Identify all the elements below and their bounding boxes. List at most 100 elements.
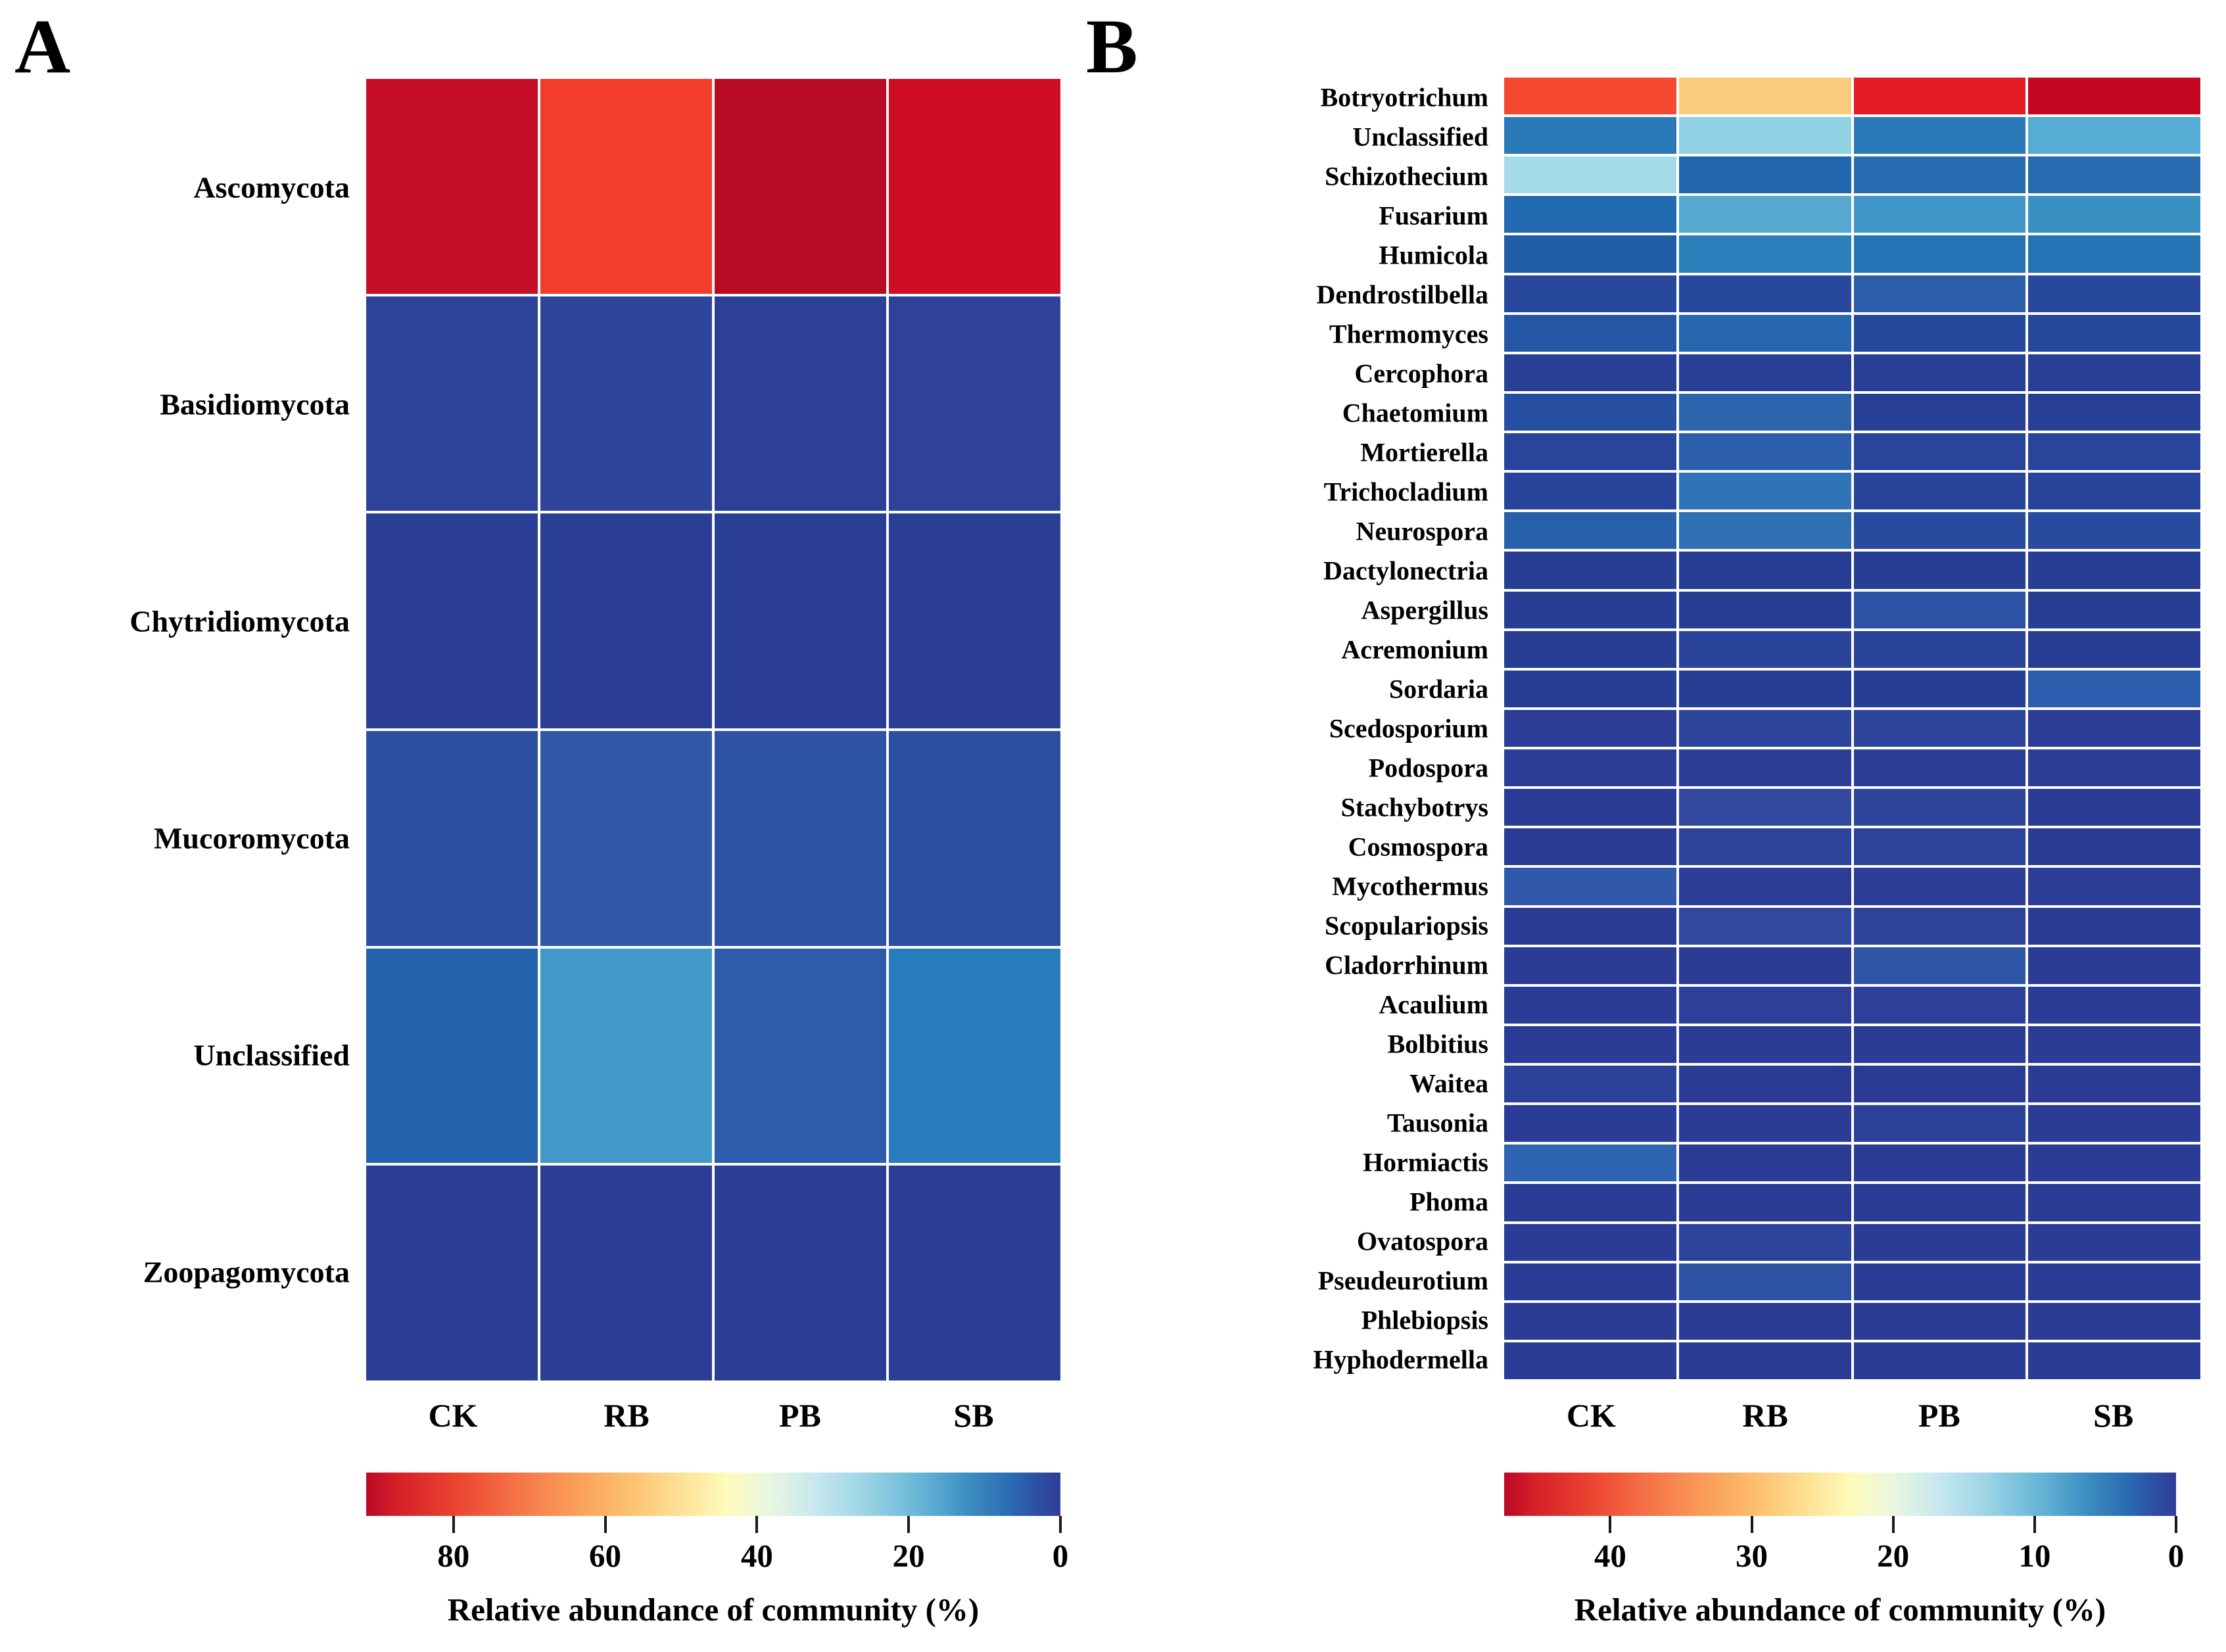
colorbar-b-tick-40 xyxy=(1609,1516,1612,1533)
col-label-a-pb: PB xyxy=(779,1397,821,1434)
col-label-a-ck: CK xyxy=(428,1397,478,1434)
col-label-b-ck: CK xyxy=(1566,1397,1616,1434)
heatmap-cell-Mucoromycota-SB xyxy=(889,730,1060,946)
heatmap-cell-Cosmospora-CK xyxy=(1504,828,1676,866)
heatmap-cell-Dendrostilbella-RB xyxy=(1678,275,1851,312)
heatmap-cell-Unclassified-CK xyxy=(1504,117,1676,154)
heatmap-cell-Ovatospora-CK xyxy=(1504,1223,1676,1261)
row-label-scopulariopsis: Scopulariopsis xyxy=(1325,910,1488,941)
heatmap-grid-b xyxy=(1504,78,2200,1379)
heatmap-cell-Fusarium-RB xyxy=(1678,196,1851,233)
heatmap-grid-a xyxy=(366,79,1060,1381)
heatmap-cell-Stachybotrys-PB xyxy=(1853,789,2026,826)
heatmap-cell-Unclassified-SB xyxy=(889,948,1060,1164)
row-label-thermomyces: Thermomyces xyxy=(1329,319,1488,349)
col-label-b-sb: SB xyxy=(2093,1397,2134,1434)
heatmap-cell-Sordaria-CK xyxy=(1504,670,1676,707)
heatmap-cell-Botryotrichum-CK xyxy=(1504,78,1676,115)
heatmap-cell-Thermomyces-RB xyxy=(1678,314,1851,352)
heatmap-cell-Acremonium-SB xyxy=(2028,630,2200,668)
heatmap-cell-Pseudeurotium-CK xyxy=(1504,1263,1676,1300)
heatmap-cell-Phoma-PB xyxy=(1853,1184,2026,1221)
heatmap-cell-Podospora-PB xyxy=(1853,749,2026,787)
colorbar-a xyxy=(366,1473,1060,1516)
heatmap-cell-Scopulariopsis-CK xyxy=(1504,907,1676,945)
heatmap-cell-Cercophora-RB xyxy=(1678,354,1851,391)
colorbar-a-tick-label-20: 20 xyxy=(892,1538,925,1574)
heatmap-cell-Scedosporium-SB xyxy=(2028,709,2200,747)
heatmap-cell-Unclassified-PB xyxy=(1853,117,2026,154)
heatmap-cell-Cosmospora-SB xyxy=(2028,828,2200,866)
heatmap-cell-Scopulariopsis-RB xyxy=(1678,907,1851,945)
heatmap-cell-Fusarium-PB xyxy=(1853,196,2026,233)
row-label-dactylonectria: Dactylonectria xyxy=(1323,555,1488,586)
row-label-hormiactis: Hormiactis xyxy=(1362,1147,1488,1177)
row-label-dendrostilbella: Dendrostilbella xyxy=(1316,279,1488,310)
heatmap-cell-Stachybotrys-CK xyxy=(1504,789,1676,826)
heatmap-cell-Basidiomycota-PB xyxy=(715,296,886,511)
row-label-stachybotrys: Stachybotrys xyxy=(1340,792,1488,822)
col-label-b-rb: RB xyxy=(1742,1397,1788,1434)
heatmap-cell-Trichocladium-PB xyxy=(1853,473,2026,510)
heatmap-cell-Zoopagomycota-RB xyxy=(540,1166,712,1381)
heatmap-cell-Neurospora-PB xyxy=(1853,512,2026,550)
heatmap-cell-Trichocladium-RB xyxy=(1678,473,1851,510)
heatmap-cell-Podospora-SB xyxy=(2028,749,2200,787)
heatmap-cell-Basidiomycota-CK xyxy=(366,296,538,511)
heatmap-cell-Neurospora-RB xyxy=(1678,512,1851,550)
colorbar-b-tick-0 xyxy=(2175,1516,2177,1533)
heatmap-cell-Waitea-CK xyxy=(1504,1066,1676,1103)
heatmap-cell-Cercophora-CK xyxy=(1504,354,1676,391)
heatmap-cell-Podospora-RB xyxy=(1678,749,1851,787)
heatmap-cell-Phlebiopsis-RB xyxy=(1678,1302,1851,1340)
heatmap-cell-Waitea-SB xyxy=(2028,1066,2200,1103)
heatmap-cell-Hyphodermella-RB xyxy=(1678,1342,1851,1379)
heatmap-cell-Cosmospora-PB xyxy=(1853,828,2026,866)
row-label-zoopagomycota: Zoopagomycota xyxy=(143,1255,350,1289)
heatmap-cell-Unclassified-CK xyxy=(366,948,538,1164)
heatmap-cell-Humicola-PB xyxy=(1853,235,2026,273)
heatmap-cell-Pseudeurotium-RB xyxy=(1678,1263,1851,1300)
heatmap-cell-Tausonia-PB xyxy=(1853,1105,2026,1143)
heatmap-cell-Hormiactis-SB xyxy=(2028,1145,2200,1182)
heatmap-cell-Ascomycota-CK xyxy=(366,79,538,294)
heatmap-cell-Hyphodermella-CK xyxy=(1504,1342,1676,1379)
heatmap-cell-Cosmospora-RB xyxy=(1678,828,1851,866)
heatmap-cell-Mortierella-SB xyxy=(2028,433,2200,471)
heatmap-cell-Acaulium-PB xyxy=(1853,986,2026,1024)
row-label-hyphodermella: Hyphodermella xyxy=(1313,1344,1488,1375)
row-label-cladorrhinum: Cladorrhinum xyxy=(1325,950,1488,980)
row-label-fusarium: Fusarium xyxy=(1379,201,1488,231)
heatmap-cell-Ascomycota-RB xyxy=(540,79,712,294)
heatmap-cell-Dendrostilbella-CK xyxy=(1504,275,1676,312)
heatmap-cell-Fusarium-SB xyxy=(2028,196,2200,233)
heatmap-cell-Basidiomycota-SB xyxy=(889,296,1060,511)
colorbar-a-tick-60 xyxy=(604,1516,607,1533)
colorbar-b-tick-label-0: 0 xyxy=(2167,1538,2185,1574)
row-label-scedosporium: Scedosporium xyxy=(1329,713,1488,743)
heatmap-cell-Thermomyces-SB xyxy=(2028,314,2200,352)
row-label-botryotrichum: Botryotrichum xyxy=(1320,82,1488,112)
heatmap-cell-Chaetomium-PB xyxy=(1853,393,2026,431)
row-label-phoma: Phoma xyxy=(1409,1187,1488,1217)
heatmap-cell-Trichocladium-CK xyxy=(1504,473,1676,510)
colorbar-b-tick-30 xyxy=(1750,1516,1753,1533)
colorbar-a-tick-40 xyxy=(755,1516,759,1533)
row-label-trichocladium: Trichocladium xyxy=(1323,477,1488,507)
heatmap-cell-Mycothermus-RB xyxy=(1678,868,1851,905)
colorbar-a-tick-label-60: 60 xyxy=(589,1538,622,1574)
colorbar-b-tick-label-10: 10 xyxy=(2018,1538,2051,1574)
heatmap-cell-Dactylonectria-RB xyxy=(1678,552,1851,589)
row-label-basidiomycota: Basidiomycota xyxy=(160,387,350,421)
colorbar-a-tick-20 xyxy=(907,1516,911,1533)
heatmap-cell-Acaulium-RB xyxy=(1678,986,1851,1024)
row-label-unclassified: Unclassified xyxy=(193,1038,350,1072)
heatmap-cell-Unclassified-SB xyxy=(2028,117,2200,154)
heatmap-cell-Bolbitius-RB xyxy=(1678,1026,1851,1064)
heatmap-cell-Aspergillus-CK xyxy=(1504,591,1676,628)
heatmap-cell-Chaetomium-SB xyxy=(2028,393,2200,431)
heatmap-cell-Bolbitius-PB xyxy=(1853,1026,2026,1064)
heatmap-cell-Waitea-PB xyxy=(1853,1066,2026,1103)
heatmap-cell-Unclassified-PB xyxy=(715,948,886,1164)
